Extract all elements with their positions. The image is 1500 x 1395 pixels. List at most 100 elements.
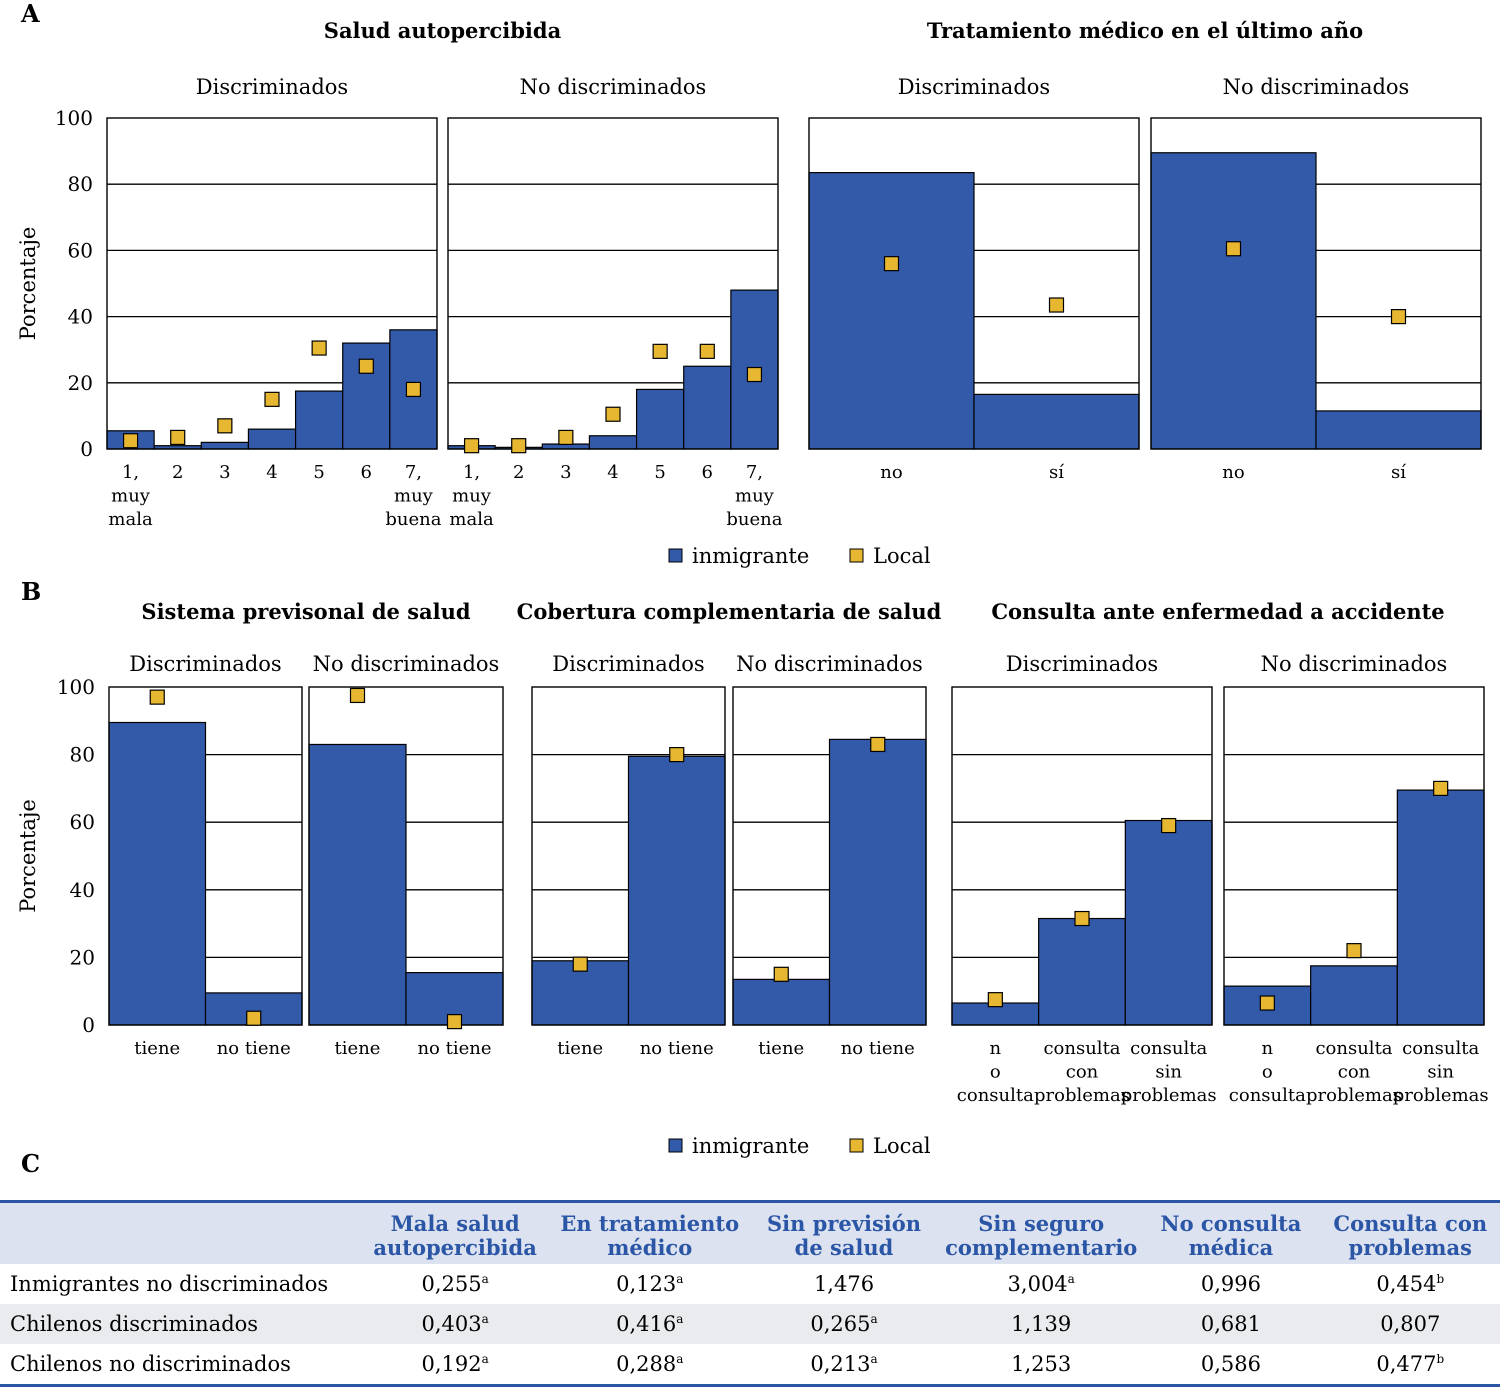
tick-label-y: 40: [70, 878, 95, 902]
tick-label-x: 2: [513, 462, 524, 483]
tick-label-x: problemas: [1121, 1085, 1217, 1106]
panel-subtitle: Discriminados: [898, 75, 1050, 99]
tick-label-x: problemas: [1393, 1085, 1489, 1106]
bar-inmigrante: [1310, 965, 1398, 1026]
chart-title: Consulta ante enfermedad a accidente: [991, 599, 1444, 624]
panel-subtitle: No discriminados: [520, 75, 707, 99]
bar-inmigrante: [108, 721, 207, 1026]
marker-local: [699, 343, 715, 359]
significance-marker: a: [1067, 1272, 1075, 1286]
bar-inmigrante: [308, 743, 407, 1026]
table-cell: 0,403a: [357, 1304, 553, 1344]
tick-label-x: muy: [452, 486, 492, 507]
marker-local: [652, 343, 668, 359]
tick-label-x: no tiene: [841, 1038, 915, 1059]
tick-label-x: no tiene: [217, 1038, 291, 1059]
marker-local: [572, 956, 588, 972]
tick-label-x: no: [880, 462, 902, 483]
tick-label-x: sí: [1391, 462, 1406, 483]
table-cell: 0,123a: [616, 1272, 684, 1296]
marker-local: [511, 438, 527, 454]
significance-marker: a: [481, 1312, 489, 1326]
marker-local: [1390, 309, 1407, 325]
table-cell: 0,996: [1200, 1272, 1261, 1296]
marker-local: [358, 358, 374, 374]
tick-label-x: o: [1262, 1062, 1273, 1083]
marker-local: [446, 1014, 463, 1030]
marker-local: [463, 438, 480, 454]
legend-label-local: Local: [873, 544, 931, 568]
significance-marker: b: [1436, 1272, 1445, 1286]
tick-label-x: 3: [560, 462, 571, 483]
panel-frame: [951, 686, 1213, 1026]
bar-inmigrante: [294, 390, 344, 450]
table-cell: 1,139: [941, 1304, 1142, 1344]
table-cell: 0,288a: [616, 1352, 684, 1376]
table-header: No consulta médica: [1141, 1201, 1321, 1264]
significance-marker: a: [870, 1352, 878, 1366]
section-letter: A: [20, 0, 40, 28]
bar-inmigrante: [808, 172, 975, 450]
table-cell: 0,477b: [1376, 1352, 1445, 1376]
marker-local: [1225, 241, 1242, 257]
table-body: Inmigrantes no discriminados 0,255a 0,123a…: [0, 1264, 1500, 1386]
tick-label-x: 4: [266, 462, 277, 483]
significance-marker: b: [1436, 1352, 1445, 1366]
bar-inmigrante: [588, 435, 638, 450]
legend-label-inmigrante: inmigrante: [692, 544, 809, 568]
tick-label-x: 6: [361, 462, 372, 483]
tick-label-x: no tiene: [417, 1038, 491, 1059]
table-row: Inmigrantes no discriminados 0,255a 0,123a…: [0, 1264, 1500, 1304]
table-cell: 0,416a: [552, 1304, 747, 1344]
tick-label-x: muy: [394, 486, 434, 507]
marker-local: [405, 381, 422, 398]
marker-local: [311, 340, 327, 356]
tick-label-x: mala: [108, 509, 153, 530]
chart-title: Cobertura complementaria de salud: [517, 599, 942, 624]
chart-title: Sistema previsonal de salud: [141, 599, 470, 624]
panel-subtitle: No discriminados: [736, 652, 923, 676]
panel-subtitle: No discriminados: [1261, 652, 1448, 676]
marker-local: [558, 429, 574, 446]
tick-label-y: 100: [55, 106, 93, 130]
tick-label-x: 1,: [463, 462, 480, 483]
tick-label-x: 1,: [122, 462, 139, 483]
significance-marker: a: [481, 1352, 489, 1366]
table-cell: 0,192a: [421, 1352, 489, 1376]
panel-subtitle: Discriminados: [129, 652, 281, 676]
tick-label-x: 7,: [405, 462, 422, 483]
row-label: Inmigrantes no discriminados: [10, 1272, 329, 1296]
axis-label-y: Porcentaje: [16, 799, 40, 913]
axis-label-y: Porcentaje: [16, 227, 40, 341]
bar-inmigrante: [627, 755, 726, 1026]
tick-label-x: sin: [1155, 1062, 1182, 1083]
panel-subtitle: Discriminados: [552, 652, 704, 676]
tick-label-x: problemas: [1034, 1085, 1130, 1106]
legend-swatch-inmigrante: [668, 1138, 683, 1153]
tick-label-x: 5: [313, 462, 324, 483]
marker-local: [669, 746, 685, 763]
table-cell: 1,253: [1011, 1352, 1072, 1376]
bar-inmigrante: [973, 393, 1140, 450]
tick-label-y: 60: [68, 238, 93, 262]
tick-label-x: n: [1262, 1038, 1274, 1059]
marker-local: [746, 366, 763, 383]
tick-label-x: muy: [111, 486, 151, 507]
bar-inmigrante: [1124, 819, 1213, 1026]
table-row: Chilenos discriminados 0,403a 0,416a 0,265a…: [0, 1304, 1500, 1344]
marker-local: [217, 418, 233, 434]
significance-marker: a: [676, 1272, 684, 1286]
marker-local: [870, 736, 886, 753]
table-cell: 0,213a: [810, 1352, 878, 1376]
panel-frame: [808, 117, 1140, 450]
bar-inmigrante: [1315, 410, 1482, 450]
tick-label-y: 20: [70, 945, 95, 969]
tick-label-x: con: [1066, 1062, 1099, 1083]
marker-local: [246, 1010, 262, 1026]
significance-marker: a: [481, 1272, 489, 1286]
panel-frame: [106, 117, 438, 450]
tick-label-x: buena: [726, 509, 782, 530]
tick-label-x: buena: [385, 509, 441, 530]
tick-label-x: sí: [1049, 462, 1064, 483]
